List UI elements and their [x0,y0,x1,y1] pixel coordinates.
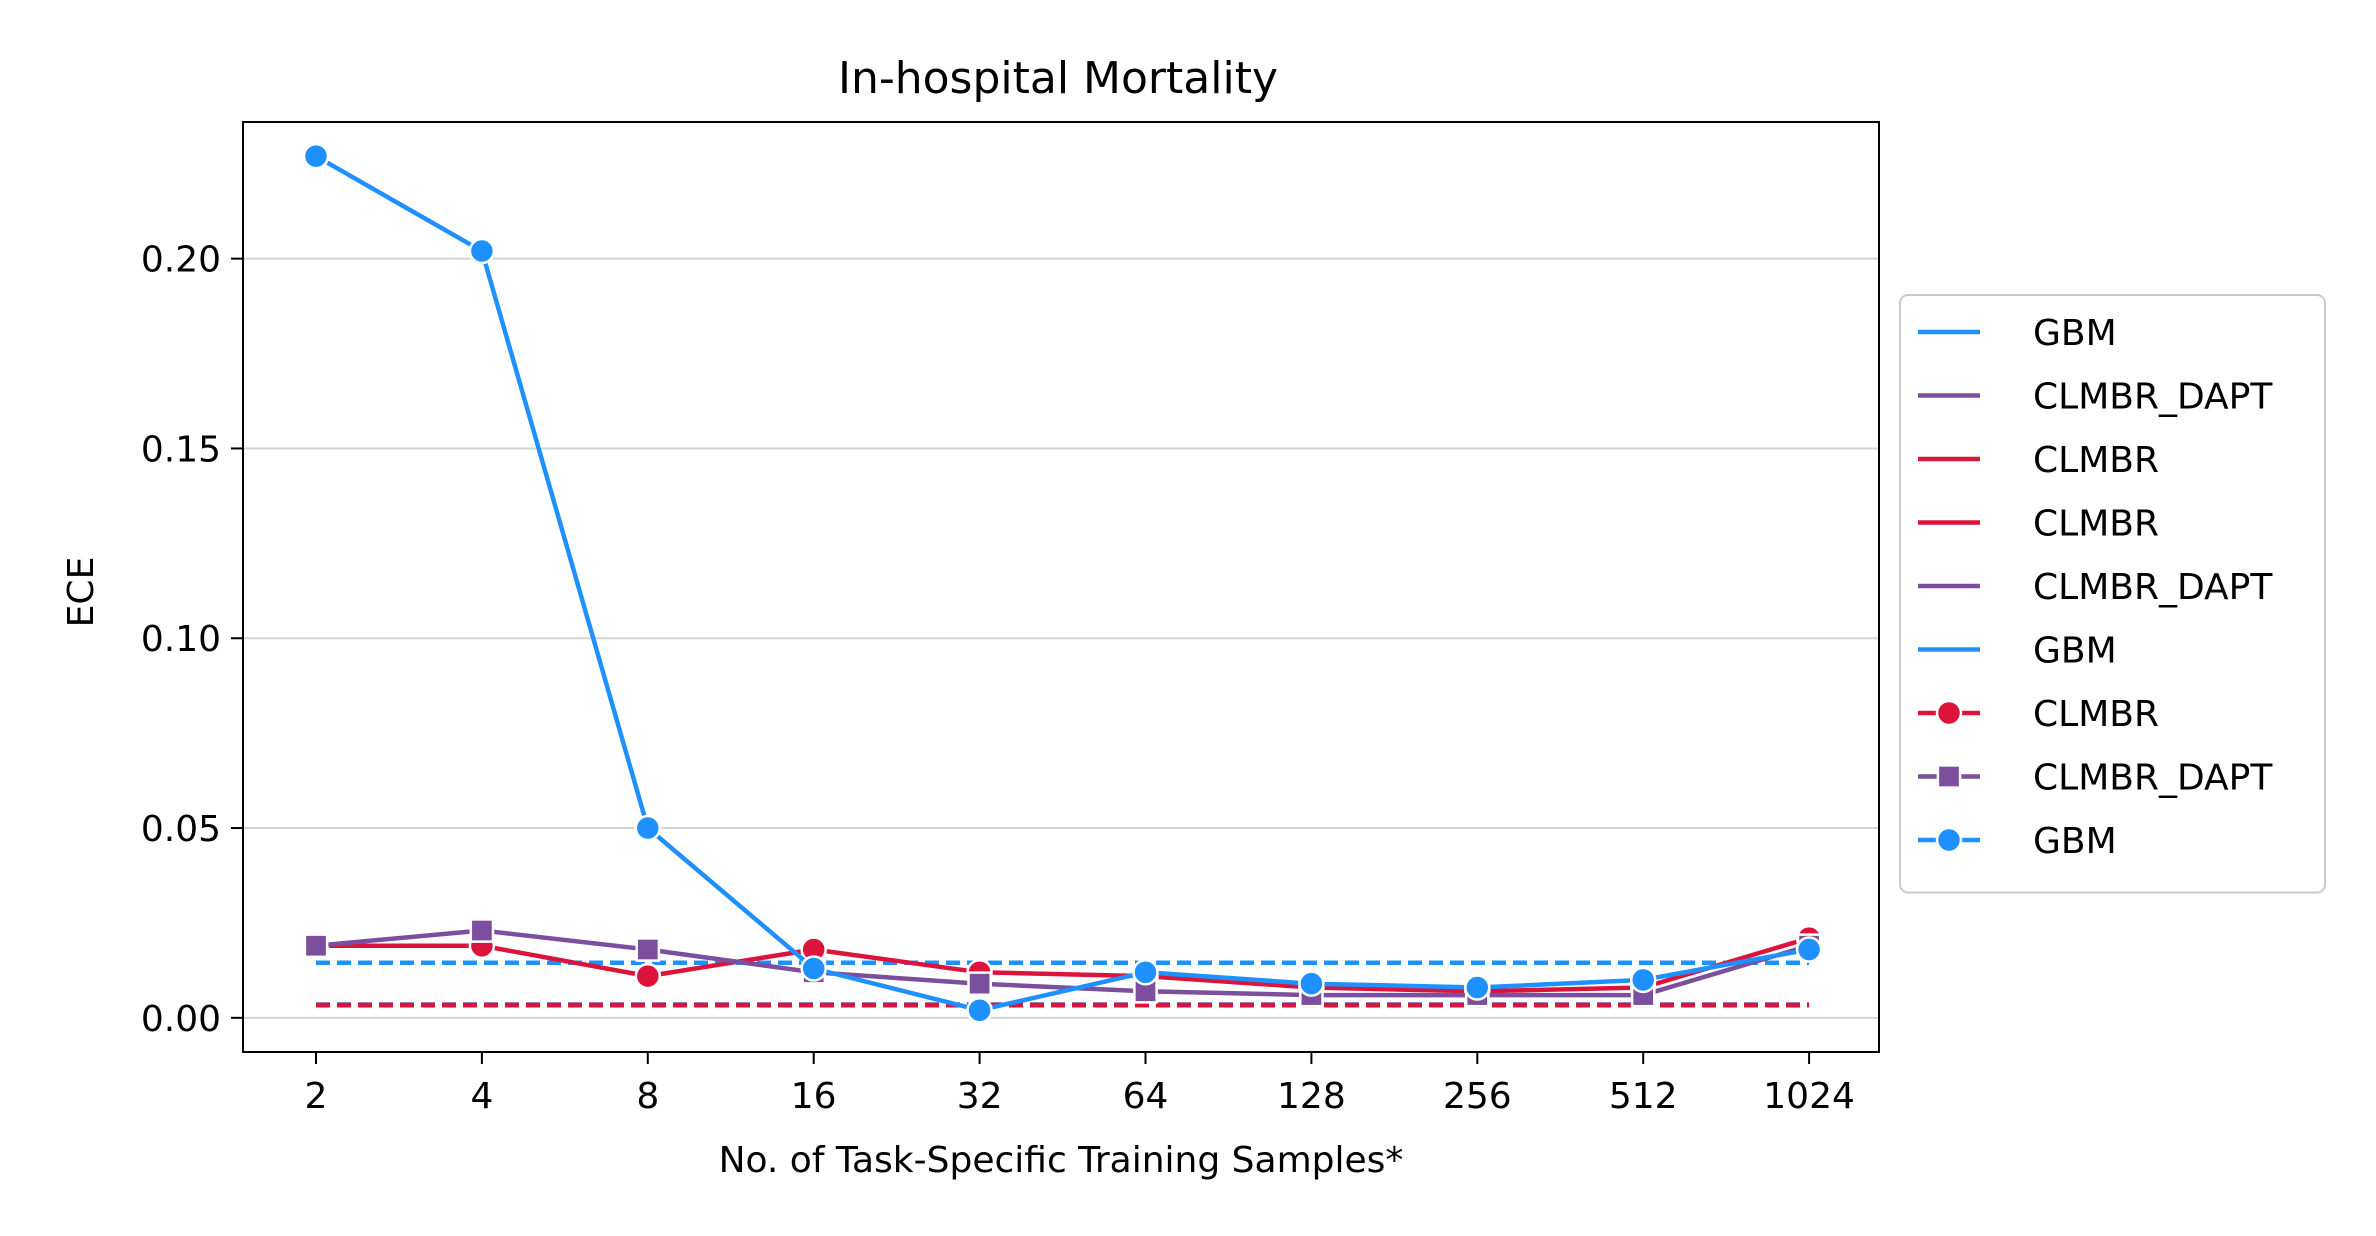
y-tick-label: 0.15 [141,429,221,470]
data-point-gbm [1795,936,1823,963]
data-point-gbm [966,996,993,1024]
legend-marker [1935,699,1963,727]
data-point-gbm [1629,966,1657,994]
legend-label: CLMBR_DAPT [2033,758,2273,799]
x-tick-label: 128 [1277,1076,1346,1117]
x-tick-label: 256 [1443,1076,1512,1117]
y-tick-label: 0.20 [141,240,221,281]
plot-frame [242,121,1880,1053]
x-axis-ticks: 2 4 8 16 32 64 128 256 512 1024 [305,1052,1855,1117]
series-line-clmbr [316,935,1810,994]
y-axis-label: ECE [61,557,102,628]
x-tick-label: 64 [1123,1076,1169,1117]
data-point-clmbr-dapt [967,971,992,997]
y-tick-label: 0.05 [141,809,221,850]
x-tick-label: 8 [636,1076,659,1117]
legend-label: CLMBR_DAPT [2033,567,2273,608]
legend: GBM CLMBR_DAPT CLMBR CLMBR CLMBR_DAPT GBM CLMB… [1899,294,2326,894]
legend-label: CLMBR_DAPT [2033,377,2273,418]
grid-lines [243,257,1879,1019]
x-tick-label: 4 [470,1076,493,1117]
data-point-gbm [634,814,662,842]
data-point-gbm [1464,974,1491,1001]
data-point-gbm [302,142,330,170]
data-point-clmbr-dapt [469,918,495,943]
data-point-clmbr [634,962,662,990]
legend-box [1899,294,2326,894]
y-axis-ticks: 0.00 0.05 0.10 0.15 0.20 [141,240,243,1040]
y-tick-label: 0.10 [141,619,221,660]
y-tick-label: 0.00 [141,999,221,1040]
legend-label: CLMBR [2033,694,2159,735]
data-point-gbm [800,955,827,982]
x-tick-label: 32 [957,1076,1003,1117]
series-line-gbm [314,154,1810,1013]
reference-lines [316,960,1810,1008]
data-point-gbm [1298,970,1325,997]
x-tick-label: 2 [305,1076,328,1117]
x-tick-label: 1024 [1763,1076,1855,1117]
legend-label: GBM [2033,821,2117,862]
legend-label: CLMBR [2033,440,2159,481]
x-tick-label: 16 [791,1076,837,1117]
legend-label: GBM [2033,631,2117,672]
legend-label: GBM [2033,313,2117,354]
data-point-gbm [1132,959,1159,986]
legend-marker [1935,826,1963,854]
data-point-gbm [468,237,496,265]
data-point-clmbr-dapt [303,933,329,959]
legend-label: CLMBR [2033,504,2159,545]
data-point-clmbr-dapt [635,937,661,962]
series-line-clmbr-dapt [315,928,1810,998]
legend-marker [1936,764,1962,789]
chart-title: In-hospital Mortality [838,53,1278,104]
x-tick-label: 512 [1609,1076,1678,1117]
series-lines [302,142,1823,1024]
x-axis-label: No. of Task-Specific Training Samples* [719,1140,1404,1181]
